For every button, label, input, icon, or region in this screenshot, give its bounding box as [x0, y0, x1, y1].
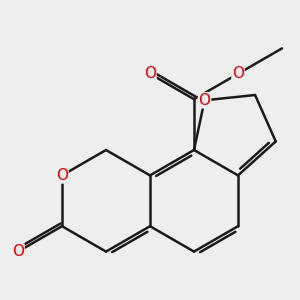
Text: O: O [232, 66, 244, 81]
Text: O: O [199, 93, 211, 108]
Text: O: O [56, 168, 68, 183]
Text: O: O [144, 66, 156, 81]
Text: O: O [12, 244, 24, 259]
